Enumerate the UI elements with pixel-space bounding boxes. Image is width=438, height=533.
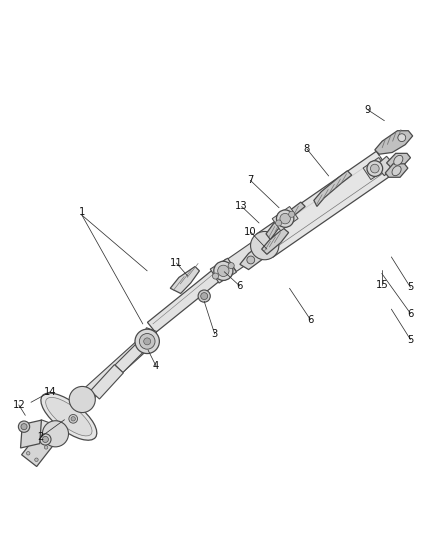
Polygon shape xyxy=(387,154,410,167)
Text: 6: 6 xyxy=(237,281,243,291)
Text: 5: 5 xyxy=(407,335,413,345)
Polygon shape xyxy=(148,259,234,333)
Text: 5: 5 xyxy=(407,282,413,293)
Polygon shape xyxy=(314,171,352,206)
Circle shape xyxy=(218,265,229,277)
Circle shape xyxy=(276,220,282,226)
Circle shape xyxy=(228,263,234,269)
Text: 3: 3 xyxy=(212,329,218,339)
Polygon shape xyxy=(272,206,298,231)
Circle shape xyxy=(42,437,49,442)
Circle shape xyxy=(18,421,30,432)
Polygon shape xyxy=(21,420,42,448)
Polygon shape xyxy=(375,131,413,154)
Ellipse shape xyxy=(392,166,401,176)
Polygon shape xyxy=(170,266,199,294)
Circle shape xyxy=(21,424,27,430)
Ellipse shape xyxy=(41,393,97,440)
Ellipse shape xyxy=(46,398,92,436)
Polygon shape xyxy=(266,202,305,239)
Text: 9: 9 xyxy=(365,105,371,115)
Circle shape xyxy=(289,211,295,217)
Circle shape xyxy=(198,290,210,302)
Polygon shape xyxy=(91,365,124,399)
Text: 12: 12 xyxy=(12,400,25,410)
Circle shape xyxy=(26,451,30,455)
Text: 4: 4 xyxy=(153,361,159,371)
Ellipse shape xyxy=(398,134,406,142)
Circle shape xyxy=(71,417,75,421)
Circle shape xyxy=(214,261,233,280)
Circle shape xyxy=(247,256,254,264)
Circle shape xyxy=(276,210,294,228)
Polygon shape xyxy=(240,237,279,270)
Ellipse shape xyxy=(251,231,279,260)
Circle shape xyxy=(36,439,39,443)
Text: 11: 11 xyxy=(170,258,183,268)
Polygon shape xyxy=(210,258,237,283)
Polygon shape xyxy=(385,164,408,177)
Circle shape xyxy=(44,446,48,449)
Text: 8: 8 xyxy=(304,144,310,154)
Polygon shape xyxy=(35,420,58,441)
Polygon shape xyxy=(115,341,147,373)
Circle shape xyxy=(135,329,159,353)
Ellipse shape xyxy=(394,156,403,165)
Text: 13: 13 xyxy=(235,201,248,212)
Polygon shape xyxy=(78,340,148,405)
Ellipse shape xyxy=(42,421,68,447)
Circle shape xyxy=(40,434,51,445)
Text: 1: 1 xyxy=(79,207,85,217)
Circle shape xyxy=(144,338,151,345)
Polygon shape xyxy=(261,228,289,254)
Circle shape xyxy=(371,164,379,173)
Text: 14: 14 xyxy=(44,387,57,397)
Circle shape xyxy=(201,293,208,300)
Circle shape xyxy=(139,334,155,349)
Polygon shape xyxy=(376,156,395,176)
Text: 6: 6 xyxy=(307,314,314,325)
Circle shape xyxy=(212,273,219,279)
Circle shape xyxy=(264,240,272,248)
Polygon shape xyxy=(142,328,157,343)
Circle shape xyxy=(367,161,383,176)
Circle shape xyxy=(69,415,78,423)
Text: 7: 7 xyxy=(247,175,254,185)
Polygon shape xyxy=(257,151,392,257)
Text: 15: 15 xyxy=(376,280,389,290)
Text: 10: 10 xyxy=(244,227,257,237)
Polygon shape xyxy=(228,239,265,271)
Circle shape xyxy=(35,458,38,462)
Polygon shape xyxy=(363,158,386,180)
Polygon shape xyxy=(21,434,53,466)
Ellipse shape xyxy=(69,386,95,413)
Circle shape xyxy=(280,213,290,224)
Text: 2: 2 xyxy=(37,432,44,442)
Text: 6: 6 xyxy=(407,309,413,319)
